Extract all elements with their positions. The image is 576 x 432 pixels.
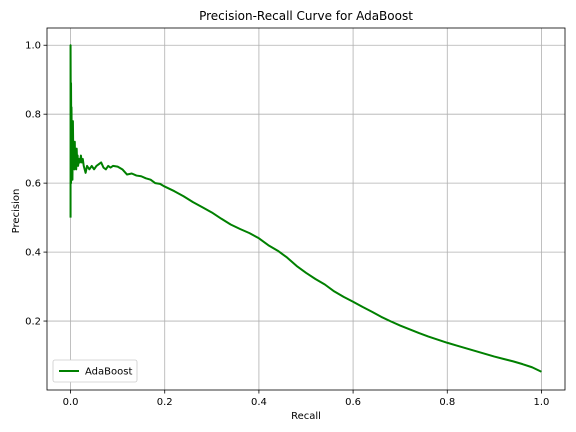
legend-box bbox=[52, 359, 138, 383]
legend-label: AdaBoost bbox=[85, 367, 132, 378]
plot-frame bbox=[46, 27, 566, 391]
x-tick-label: 1.0 bbox=[534, 397, 550, 408]
legend: AdaBoost bbox=[52, 359, 138, 383]
series-layer bbox=[69, 44, 542, 373]
y-tick-label: 0.4 bbox=[25, 248, 41, 259]
x-tick-label: 0.8 bbox=[439, 397, 455, 408]
plot-area bbox=[47, 28, 565, 390]
x-tick-label: 0.2 bbox=[157, 397, 173, 408]
y-ticks: 0.2 0.4 0.6 0.8 1.0 bbox=[25, 41, 47, 328]
grid-layer bbox=[47, 28, 565, 390]
y-tick-label: 1.0 bbox=[25, 41, 41, 52]
x-tick-label: 0.4 bbox=[251, 397, 267, 408]
y-tick-label: 0.8 bbox=[25, 110, 41, 121]
x-tick-label: 0.6 bbox=[345, 397, 361, 408]
x-tick-label: 0.0 bbox=[63, 397, 79, 408]
y-tick-label: 0.6 bbox=[25, 179, 41, 190]
x-axis-label: Recall bbox=[291, 411, 321, 422]
y-axis-label: Precision bbox=[11, 189, 22, 234]
y-tick-label: 0.2 bbox=[25, 317, 41, 328]
chart-title: Precision-Recall Curve for AdaBoost bbox=[199, 9, 413, 23]
x-ticks: 0.0 0.2 0.4 0.6 0.8 1.0 bbox=[63, 390, 550, 408]
series-line-adaboost bbox=[69, 44, 542, 373]
